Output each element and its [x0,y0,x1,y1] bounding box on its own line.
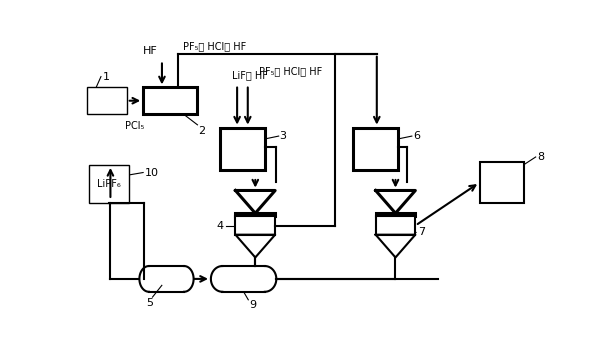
Bar [376,216,415,235]
Bar [220,127,265,171]
Text: 2: 2 [198,126,206,136]
Text: HF: HF [142,47,157,56]
Bar [89,165,129,203]
Text: 10: 10 [145,167,159,177]
Text: 3: 3 [280,131,286,141]
Bar [87,87,127,114]
Text: 4: 4 [216,221,224,231]
Text: PCl₅: PCl₅ [125,121,145,131]
Text: 7: 7 [418,227,426,237]
Text: LiPF₆: LiPF₆ [97,179,121,189]
Text: LiF、 HF: LiF、 HF [232,71,268,81]
Text: 9: 9 [249,300,256,310]
Text: PF₅、 HCl、 HF: PF₅、 HCl、 HF [183,41,246,51]
Text: 5: 5 [147,299,154,308]
Text: 8: 8 [537,152,545,162]
Text: PF₅、 HCl、 HF: PF₅、 HCl、 HF [259,66,322,77]
Bar [143,87,197,114]
Bar [479,162,524,203]
Text: 1: 1 [103,72,110,81]
Text: 6: 6 [413,131,420,141]
Bar [376,213,415,216]
Bar [235,213,275,216]
Bar [235,216,275,235]
Bar [353,127,398,171]
